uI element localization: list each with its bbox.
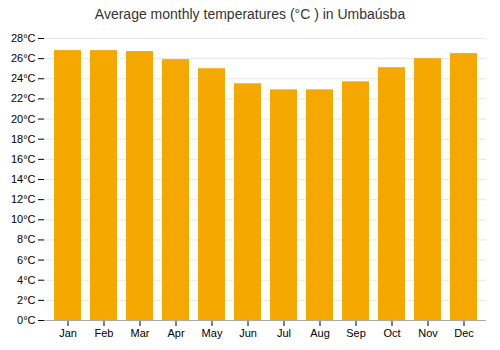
svg-text:Mar: Mar <box>131 327 150 339</box>
svg-text:Jun: Jun <box>239 327 257 339</box>
svg-text:2°C: 2°C <box>17 294 36 306</box>
svg-text:16°C: 16°C <box>11 153 36 165</box>
html-text:Average monthly temperatures (: Average monthly temperatures (°C ) in Um… <box>94 6 406 22</box>
svg-text:26°C: 26°C <box>11 52 36 64</box>
svg-text:Nov: Nov <box>418 327 438 339</box>
svg-text:Aug: Aug <box>310 327 330 339</box>
svg-text:20°C: 20°C <box>11 113 36 125</box>
svg-text:12°C: 12°C <box>11 193 36 205</box>
svg-text:Dec: Dec <box>454 327 474 339</box>
svg-text:Jul: Jul <box>277 327 291 339</box>
svg-text:0°C: 0°C <box>17 314 36 326</box>
svg-text:10°C: 10°C <box>11 213 36 225</box>
svg-text:Apr: Apr <box>167 327 184 339</box>
svg-text:22°C: 22°C <box>11 92 36 104</box>
svg-text:May: May <box>202 327 223 339</box>
svg-text:28°C: 28°C <box>11 32 36 44</box>
svg-text:Jan: Jan <box>59 327 77 339</box>
svg-text:14°C: 14°C <box>11 173 36 185</box>
svg-text:8°C: 8°C <box>17 233 36 245</box>
svg-text:Oct: Oct <box>383 327 400 339</box>
svg-text:6°C: 6°C <box>17 254 36 266</box>
svg-text:Sep: Sep <box>346 327 366 339</box>
svg-text:Feb: Feb <box>95 327 114 339</box>
svg-text:4°C: 4°C <box>17 274 36 286</box>
svg-text:24°C: 24°C <box>11 72 36 84</box>
svg-text:18°C: 18°C <box>11 133 36 145</box>
